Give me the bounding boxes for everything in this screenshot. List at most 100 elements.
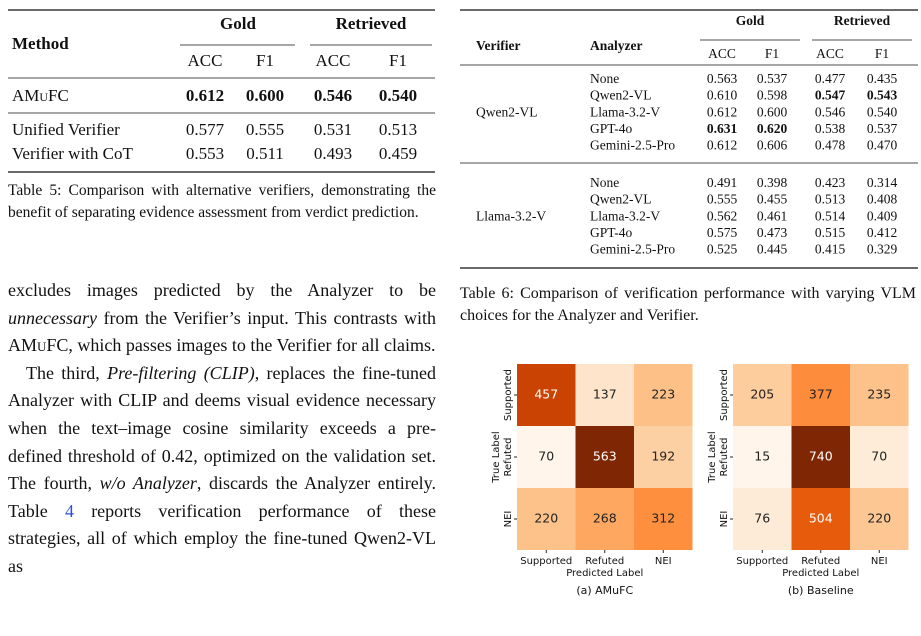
x-tick-label: Refuted: [585, 556, 624, 567]
cell-value: 192: [651, 449, 675, 464]
heatmap-cell: [634, 488, 693, 550]
heatmap-cell: [791, 426, 850, 488]
header-metric: ACC: [816, 46, 844, 61]
value-cell: 0.531: [314, 120, 352, 139]
y-axis-label: True Label: [491, 431, 502, 483]
x-axis-label: Predicted Label: [782, 568, 859, 579]
value-cell: 0.537: [867, 121, 898, 136]
body-text: excludes images predicted by the Analyze…: [8, 277, 436, 581]
y-tick-label: NEI: [503, 511, 514, 528]
value-cell: 0.562: [707, 208, 737, 223]
header-group: Retrieved: [834, 13, 891, 28]
analyzer-cell: None: [590, 71, 619, 86]
y-tick-label: Supported: [503, 369, 514, 421]
cell-value: 504: [809, 511, 833, 526]
header-metric: ACC: [316, 51, 351, 70]
value-cell: 0.555: [246, 120, 284, 139]
value-cell: 0.459: [379, 144, 417, 163]
value-cell: 0.491: [707, 175, 737, 190]
value-cell: 0.408: [867, 192, 898, 207]
cell-value: 70: [871, 449, 887, 464]
value-cell: 0.423: [815, 175, 846, 190]
value-cell: 0.415: [815, 241, 846, 256]
value-cell: 0.493: [314, 144, 352, 163]
value-cell: 0.513: [815, 192, 846, 207]
cell-value: 312: [651, 511, 675, 526]
cell-value: 235: [867, 387, 891, 402]
cell-value: 76: [754, 511, 770, 526]
value-cell: 0.620: [757, 121, 788, 136]
header-metric: F1: [875, 46, 889, 61]
value-cell: 0.540: [867, 104, 898, 119]
paragraph: excludes images predicted by the Analyze…: [8, 277, 436, 360]
cell-value: 220: [534, 511, 558, 526]
value-cell: 0.473: [757, 225, 788, 240]
heatmap-cell: [733, 488, 792, 550]
text-run: w/o Analyzer: [99, 473, 197, 494]
analyzer-cell: None: [590, 175, 619, 190]
text-run: , replaces the fine-tuned Analyzer with …: [8, 362, 436, 494]
value-cell: 0.398: [757, 175, 788, 190]
x-tick-label: NEI: [871, 556, 888, 567]
analyzer-cell: Qwen2-VL: [590, 192, 651, 207]
value-cell: 0.513: [379, 120, 417, 139]
value-cell: 0.631: [707, 121, 738, 136]
value-cell: 0.470: [867, 137, 898, 152]
value-cell: 0.547: [815, 88, 846, 103]
verifier-cell: Llama-3.2-V: [476, 208, 546, 223]
value-cell: 0.461: [757, 208, 787, 223]
paragraph: The third, Pre-filtering (CLIP), replace…: [8, 360, 436, 581]
value-cell: 0.329: [867, 241, 898, 256]
heatmap-cell: [850, 426, 909, 488]
header-metric: ACC: [188, 51, 223, 70]
cell-value: 205: [750, 387, 774, 402]
heatmap-cell: [634, 426, 693, 488]
value-cell: 0.575: [707, 225, 738, 240]
value-cell: 0.577: [186, 120, 225, 139]
text-run: AMuFC: [8, 335, 69, 356]
value-cell: 0.540: [379, 86, 417, 105]
analyzer-cell: GPT-4o: [590, 121, 633, 136]
text-run: , discards the Analyzer entirely. Table: [8, 473, 437, 521]
cell-value: 15: [754, 449, 770, 464]
value-cell: 0.610: [707, 88, 738, 103]
value-cell: 0.515: [815, 225, 846, 240]
value-cell: 0.598: [757, 88, 788, 103]
cell-value: 740: [809, 449, 833, 464]
header-group: Gold: [736, 13, 765, 28]
text-run: reports verification performance of thes…: [8, 500, 436, 576]
cell-value: 220: [867, 511, 891, 526]
value-cell: 0.511: [246, 144, 284, 163]
text-run: excludes images predicted by the Analyze…: [8, 280, 436, 300]
cell-value: 268: [593, 511, 617, 526]
heatmap-cell: [517, 364, 576, 426]
value-cell: 0.537: [757, 71, 788, 86]
text-run: , which passes images to the Verifier fo…: [68, 335, 436, 356]
figure-caption: (a) AMuFC: [576, 584, 633, 597]
heatmap-cell: [517, 488, 576, 550]
heatmap-cell: [733, 426, 792, 488]
analyzer-cell: Llama-3.2-V: [590, 208, 660, 223]
value-cell: 0.409: [867, 208, 898, 223]
figure-caption: (b) Baseline: [788, 584, 854, 597]
heatmap-cell: [634, 364, 693, 426]
value-cell: 0.455: [757, 192, 788, 207]
cell-value: 457: [534, 387, 558, 402]
value-cell: 0.600: [757, 104, 788, 119]
reference-link[interactable]: 4: [64, 500, 74, 521]
y-tick-label: Refuted: [503, 438, 514, 477]
value-cell: 0.514: [815, 208, 846, 223]
value-cell: 0.546: [314, 86, 352, 105]
y-tick-label: Refuted: [719, 438, 730, 477]
x-axis-label: Predicted Label: [566, 568, 643, 579]
text-run: Pre-filtering (CLIP): [107, 362, 255, 383]
heatmap-cell: [517, 426, 576, 488]
value-cell: 0.314: [867, 175, 898, 190]
value-cell: 0.538: [815, 121, 846, 136]
cell-value: 563: [593, 449, 617, 464]
verifier-cell: Qwen2-VL: [476, 104, 537, 119]
method-cell: Unified Verifier: [12, 120, 120, 139]
value-cell: 0.445: [757, 241, 788, 256]
text-run: from the Verifier’s input. This contrast…: [96, 307, 436, 328]
